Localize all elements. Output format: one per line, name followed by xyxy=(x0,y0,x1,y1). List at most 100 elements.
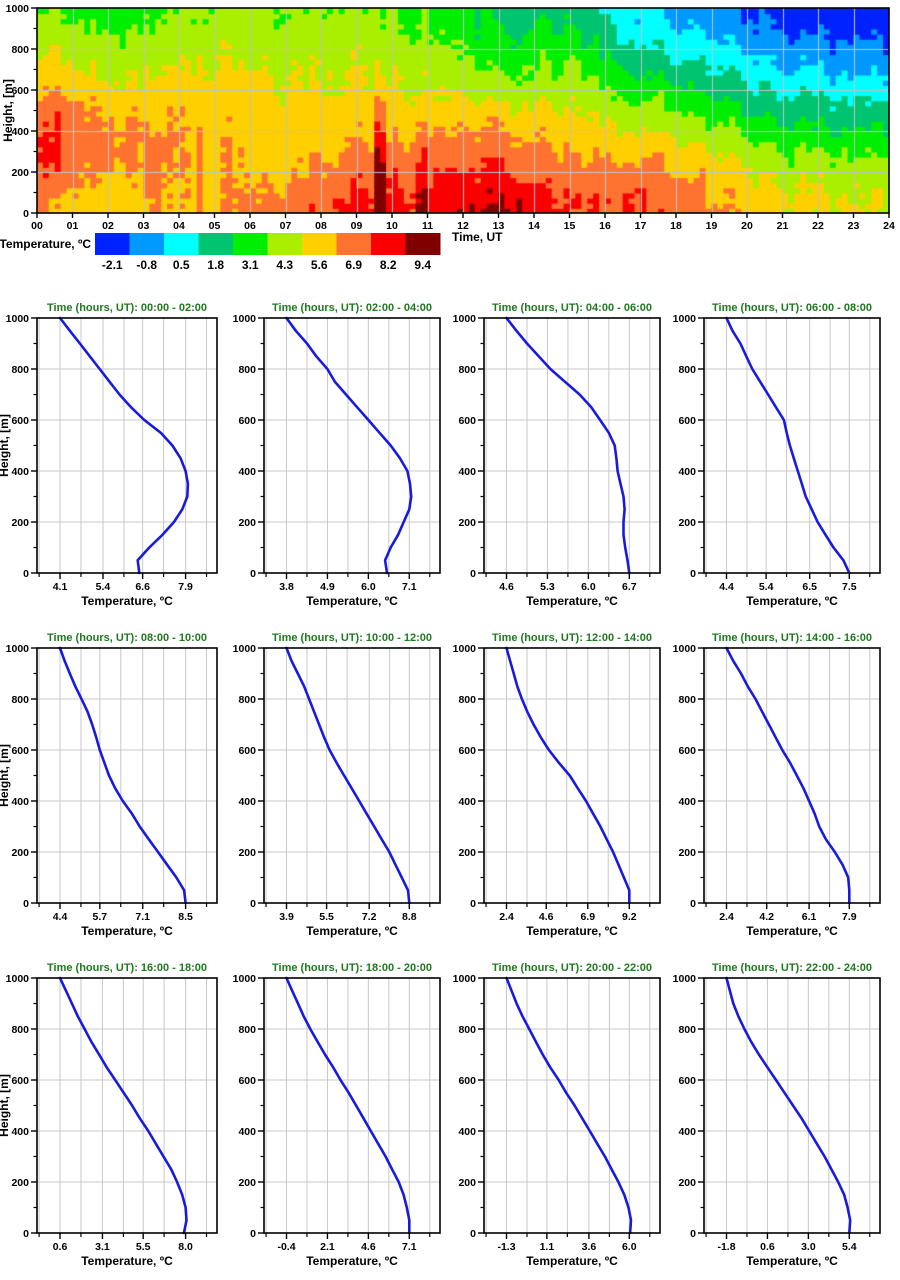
subplot-x-tick-label: -1.3 xyxy=(497,1241,515,1253)
colorbar-swatch xyxy=(371,233,406,255)
heatmap-x-tick-label: 02 xyxy=(102,220,114,232)
subplot-y-tick-label: 0 xyxy=(250,568,256,580)
subplot-y-tick-label: 400 xyxy=(11,796,29,808)
subplot-x-axis-label: Temperature, ºC xyxy=(526,1254,618,1268)
temperature-profile-curve xyxy=(725,646,851,905)
subplot-y-tick-label: 200 xyxy=(678,1177,696,1189)
subplot-y-tick-label: 600 xyxy=(11,415,29,427)
subplot-y-tick-label: 1000 xyxy=(453,643,477,655)
heatmap-x-tick-label: 18 xyxy=(670,220,682,232)
subplot-y-tick-label: 200 xyxy=(238,847,256,859)
subplot-y-tick-label: 400 xyxy=(678,466,696,478)
subplot-x-tick-label: 5.5 xyxy=(136,1241,151,1253)
subplot-x-tick-label: 3.6 xyxy=(582,1241,597,1253)
subplot-x-tick-label: 3.0 xyxy=(801,1241,816,1253)
heatmap-y-axis-label: Height, [m] xyxy=(1,79,15,142)
heatmap-x-tick-label: 24 xyxy=(883,220,895,232)
subplot-x-tick-label: 6.5 xyxy=(802,581,817,593)
subplot-x-axis-label: Temperature, ºC xyxy=(746,924,838,938)
colorbar-level-label: -2.1 xyxy=(102,258,123,272)
heatmap-x-tick-label: 14 xyxy=(528,220,540,232)
subplot-y-tick-label: 600 xyxy=(458,745,476,757)
subplot-x-tick-label: 4.1 xyxy=(53,581,68,593)
subplot-x-tick-label: 7.1 xyxy=(402,581,417,593)
profile-subplot-grid: 4.1 5.4 6.6 7.9 0 200 400 600 800 1000 Time (hours… xyxy=(0,302,881,1268)
subplot-x-tick-label: 5.3 xyxy=(540,581,555,593)
subplot-title: Time (hours, UT): 14:00 - 16:00 xyxy=(712,632,872,644)
subplot-x-tick-label: 3.9 xyxy=(279,911,294,923)
heatmap-x-tick-label: 06 xyxy=(244,220,256,232)
heatmap-x-tick-label: 11 xyxy=(422,220,433,232)
subplot-y-tick-label: 600 xyxy=(238,745,256,757)
heatmap-x-tick-label: 21 xyxy=(777,220,789,232)
subplot-y-tick-label: 200 xyxy=(238,1177,256,1189)
subplot-title: Time (hours, UT): 06:00 - 08:00 xyxy=(712,302,872,314)
colorbar-level-label: 6.9 xyxy=(345,258,362,272)
temperature-profile-curve xyxy=(505,316,631,575)
temperature-profile-curve xyxy=(725,316,851,575)
colorbar-level-label: 9.4 xyxy=(414,258,431,272)
subplot-frame xyxy=(483,317,661,574)
subplot-y-tick-label: 200 xyxy=(11,1177,29,1189)
temperature-profile-curve xyxy=(285,646,411,905)
temperature-profile-curve xyxy=(58,316,190,575)
subplot-y-tick-label: 0 xyxy=(470,898,476,910)
subplot-x-axis-label: Temperature, ºC xyxy=(526,594,618,608)
profile-subplot: 4.1 5.4 6.6 7.9 0 200 400 600 800 1000 Time (hours… xyxy=(0,302,218,608)
heatmap-x-tick-label: 17 xyxy=(635,220,647,232)
subplot-frame xyxy=(703,317,881,574)
subplot-x-tick-label: 2.1 xyxy=(320,1241,335,1253)
heatmap-x-tick-label: 09 xyxy=(351,220,363,232)
profile-subplot: 0.6 3.1 5.5 8.0 0 200 400 600 800 1000 Time (hours… xyxy=(0,962,218,1268)
subplot-y-tick-label: 600 xyxy=(678,745,696,757)
subplot-y-tick-label: 200 xyxy=(238,517,256,529)
subplot-frame xyxy=(36,977,218,1234)
temperature-profile-curve xyxy=(505,646,631,905)
subplot-y-tick-label: 600 xyxy=(678,415,696,427)
subplot-frame xyxy=(36,647,218,904)
heatmap-x-tick-label: 20 xyxy=(741,220,753,232)
heatmap-x-tick-label: 04 xyxy=(173,220,185,232)
colorbar-swatch xyxy=(336,233,372,255)
heatmap-frame xyxy=(36,7,890,214)
subplot-y-tick-label: 400 xyxy=(458,796,476,808)
heatmap-x-tick-label: 19 xyxy=(706,220,718,232)
subplot-y-tick-label: 0 xyxy=(690,898,696,910)
subplot-y-tick-label: 400 xyxy=(458,1126,476,1138)
subplot-x-tick-label: 4.9 xyxy=(320,581,335,593)
colorbar-swatch xyxy=(95,233,130,255)
subplot-y-tick-label: 200 xyxy=(11,847,29,859)
subplot-x-axis-label: Temperature, ºC xyxy=(81,594,173,608)
subplot-x-tick-label: -0.4 xyxy=(277,1241,295,1253)
subplot-y-tick-label: 400 xyxy=(458,466,476,478)
subplot-y-tick-label: 1000 xyxy=(233,313,257,325)
profile-subplot: -1.8 0.6 3.0 5.4 0 200 400 600 800 1000 Time (hour… xyxy=(673,962,881,1268)
subplot-y-tick-label: 400 xyxy=(238,466,256,478)
temperature-profile-curve xyxy=(58,976,188,1235)
subplot-y-tick-label: 400 xyxy=(238,796,256,808)
subplot-x-axis-label: Temperature, ºC xyxy=(306,594,398,608)
subplot-y-tick-label: 200 xyxy=(678,847,696,859)
temperature-profile-curve xyxy=(505,976,633,1235)
heatmap-canvas xyxy=(37,8,889,213)
subplot-x-tick-label: 5.4 xyxy=(842,1241,857,1253)
subplot-x-tick-label: 8.0 xyxy=(178,1241,193,1253)
profile-subplot: -0.4 2.1 4.6 7.1 0 200 400 600 800 1000 Time (hour… xyxy=(233,962,441,1268)
subplot-x-tick-label: 6.0 xyxy=(581,581,596,593)
subplot-x-tick-label: 9.2 xyxy=(622,911,637,923)
subplot-x-tick-label: 4.6 xyxy=(499,581,514,593)
subplot-y-tick-label: 0 xyxy=(470,568,476,580)
subplot-title: Time (hours, UT): 04:00 - 06:00 xyxy=(492,302,652,314)
subplot-title: Time (hours, UT): 08:00 - 10:00 xyxy=(47,632,207,644)
profile-subplot: -1.3 1.1 3.6 6.0 0 200 400 600 800 1000 Time (hour… xyxy=(453,962,661,1268)
subplot-y-tick-label: 0 xyxy=(23,1228,29,1240)
colorbar-level-label: 1.8 xyxy=(207,258,224,272)
subplot-y-axis-label: Height, [m] xyxy=(0,414,11,477)
subplot-y-tick-label: 200 xyxy=(458,847,476,859)
heatmap-y-tick-label: 200 xyxy=(11,167,29,179)
subplot-y-tick-label: 200 xyxy=(458,517,476,529)
profile-subplot: 3.8 4.9 6.0 7.1 0 200 400 600 800 1000 Time (hours… xyxy=(233,302,441,608)
subplot-y-tick-label: 200 xyxy=(458,1177,476,1189)
subplot-y-tick-label: 600 xyxy=(458,415,476,427)
